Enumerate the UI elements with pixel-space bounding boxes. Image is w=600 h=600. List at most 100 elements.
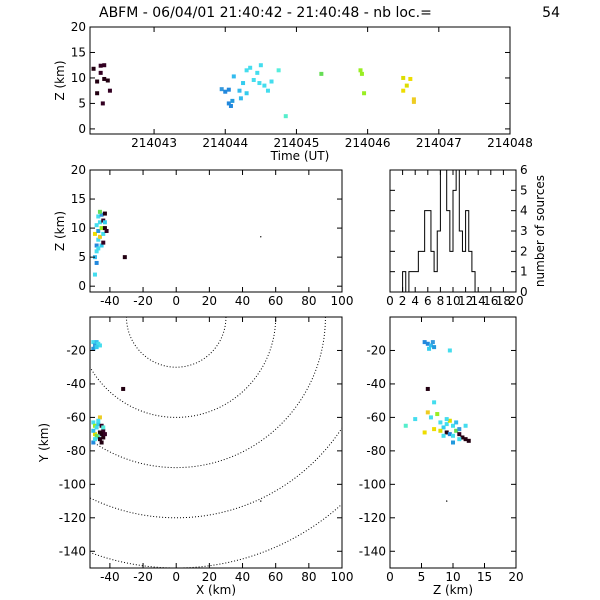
source-point bbox=[97, 437, 102, 442]
source-point bbox=[228, 103, 233, 108]
source-point bbox=[257, 81, 262, 86]
y-tick-label: 5 bbox=[78, 250, 86, 264]
source-point bbox=[428, 415, 433, 420]
plot-panels: 214043 214044 214045 214046 214047 2140480510… bbox=[37, 20, 547, 597]
source-point bbox=[99, 226, 104, 231]
time_z-panel: 214043 214044 214045 214046 214047 214048 0 5 10… bbox=[53, 20, 533, 163]
y-tick-label: -60 bbox=[366, 410, 386, 424]
source-point bbox=[359, 71, 364, 76]
source-point bbox=[101, 231, 106, 236]
y-tick-label: 6 bbox=[520, 163, 528, 177]
histogram-bar bbox=[431, 251, 434, 292]
source-point bbox=[96, 237, 101, 242]
x-tick-label: 60 bbox=[268, 294, 283, 308]
x-tick-label: 0 bbox=[386, 570, 394, 584]
histogram-bar bbox=[409, 272, 412, 292]
x-tick-label: 80 bbox=[301, 570, 316, 584]
x-tick-label: 20 bbox=[202, 294, 217, 308]
x-tick-label: 12 bbox=[458, 294, 473, 308]
source-point bbox=[430, 340, 435, 345]
y-tick-label: 0 bbox=[78, 122, 86, 136]
source-point bbox=[358, 68, 363, 73]
z_y-x-axis-label: Z (km) bbox=[433, 583, 473, 597]
time_z-y-axis-label: Z (km) bbox=[53, 60, 67, 100]
histogram-bar bbox=[466, 211, 469, 292]
source-point bbox=[100, 101, 105, 106]
x-tick-label: 80 bbox=[301, 294, 316, 308]
source-point bbox=[102, 211, 107, 216]
z_hist-data-area bbox=[390, 170, 516, 292]
source-point bbox=[95, 91, 100, 96]
source-point bbox=[91, 440, 96, 445]
source-point bbox=[411, 99, 416, 104]
x_y-frame bbox=[89, 316, 343, 569]
source-point bbox=[422, 430, 427, 435]
figure-title: ABFM - 06/04/01 21:40:42 - 21:40:48 - nb… bbox=[99, 5, 432, 21]
x-tick-label: 214043 bbox=[131, 136, 177, 150]
source-point bbox=[244, 68, 249, 73]
y-tick-label: 2 bbox=[520, 244, 528, 258]
source-point bbox=[432, 400, 437, 405]
source-point bbox=[107, 88, 112, 93]
source-point bbox=[94, 433, 99, 438]
source-point bbox=[444, 430, 449, 435]
source-point bbox=[454, 428, 459, 433]
source-point bbox=[427, 346, 432, 351]
source-point bbox=[94, 345, 99, 350]
x-tick-label: 0 bbox=[172, 570, 180, 584]
source-point bbox=[248, 65, 253, 70]
x-tick-label: 16 bbox=[483, 294, 498, 308]
source-point bbox=[92, 437, 97, 442]
source-point bbox=[444, 422, 449, 427]
source-point bbox=[425, 410, 430, 415]
source-point bbox=[99, 432, 104, 437]
source-point bbox=[94, 223, 99, 228]
source-point bbox=[238, 96, 243, 101]
source-point bbox=[441, 425, 446, 430]
source-point bbox=[262, 83, 267, 88]
source-point bbox=[460, 435, 465, 440]
source-point bbox=[226, 101, 231, 106]
source-point bbox=[92, 231, 97, 236]
x_y-panel: -40 -20 0 20 40 60 80 100 -20 -40 -60 -80 -100 -120 -1… bbox=[37, 316, 354, 597]
source-point bbox=[94, 249, 99, 254]
x-tick-label: 214044 bbox=[202, 136, 248, 150]
x-tick-label: 40 bbox=[235, 294, 250, 308]
x-tick-label: 5 bbox=[418, 570, 426, 584]
source-point bbox=[447, 348, 452, 353]
histogram-bar bbox=[456, 170, 459, 292]
x-tick-label: 10 bbox=[445, 570, 460, 584]
x-tick-label: 214047 bbox=[416, 136, 462, 150]
source-point bbox=[425, 341, 430, 346]
y-tick-label: -40 bbox=[366, 377, 386, 391]
x-tick-label: 8 bbox=[437, 294, 445, 308]
source-point bbox=[454, 420, 459, 425]
source-point bbox=[463, 423, 468, 428]
x_z-y-axis-label: Z (km) bbox=[53, 211, 67, 251]
x-tick-label: 0 bbox=[386, 294, 394, 308]
source-point bbox=[104, 229, 109, 233]
x-tick-label: 10 bbox=[445, 294, 460, 308]
source-point bbox=[97, 234, 102, 239]
source-point bbox=[102, 226, 107, 231]
source-point bbox=[276, 68, 281, 73]
source-point bbox=[101, 435, 106, 440]
source-point bbox=[96, 214, 101, 219]
source-point bbox=[95, 79, 100, 84]
source-point bbox=[447, 432, 452, 437]
source-point bbox=[319, 71, 324, 76]
histogram-bar bbox=[434, 272, 437, 292]
source-point bbox=[226, 87, 231, 92]
y-tick-label: -80 bbox=[66, 444, 86, 458]
x-tick-label: 100 bbox=[331, 570, 354, 584]
source-point bbox=[408, 76, 413, 81]
y-tick-label: -120 bbox=[59, 511, 86, 525]
source-point bbox=[457, 437, 462, 442]
histogram-bar bbox=[447, 211, 450, 292]
y-tick-label: 3 bbox=[520, 224, 528, 238]
source-point bbox=[101, 425, 106, 430]
y-tick-label: 10 bbox=[71, 71, 86, 85]
x-tick-label: 2 bbox=[399, 294, 407, 308]
histogram-bar bbox=[450, 251, 453, 292]
